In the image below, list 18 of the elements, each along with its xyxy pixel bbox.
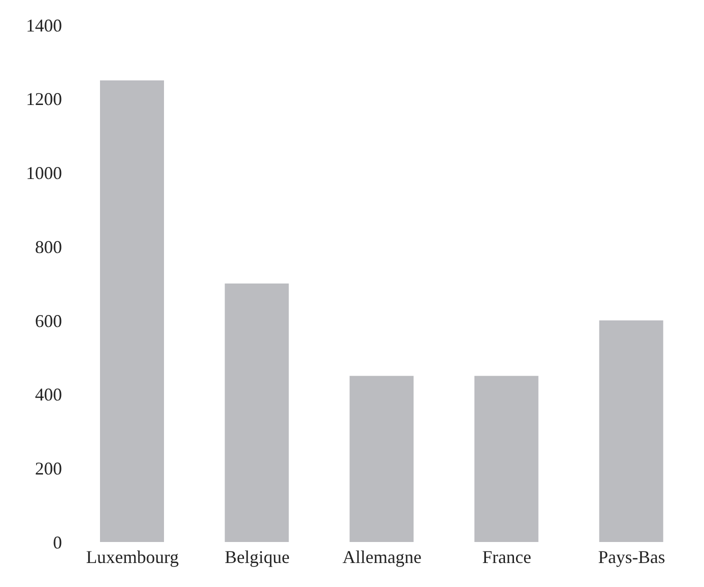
bar	[350, 376, 414, 542]
x-tick-label: France	[482, 546, 532, 567]
x-tick-label: Luxembourg	[86, 546, 179, 567]
y-tick-label: 0	[53, 532, 62, 552]
y-tick-label: 1000	[26, 163, 62, 184]
bar	[474, 376, 538, 542]
x-tick-label: Pays-Bas	[598, 546, 666, 567]
bar	[224, 284, 289, 542]
bar	[100, 80, 164, 542]
y-tick-label: 1400	[26, 15, 62, 36]
y-tick-label: 800	[35, 236, 62, 257]
bar	[599, 320, 664, 542]
y-tick-label: 200	[35, 458, 62, 479]
y-tick-label: 600	[35, 310, 62, 331]
x-tick-label: Belgique	[224, 546, 290, 567]
y-tick-label: 400	[35, 384, 62, 405]
y-tick-label: 1200	[26, 89, 62, 110]
x-tick-label: Allemagne	[342, 546, 422, 567]
